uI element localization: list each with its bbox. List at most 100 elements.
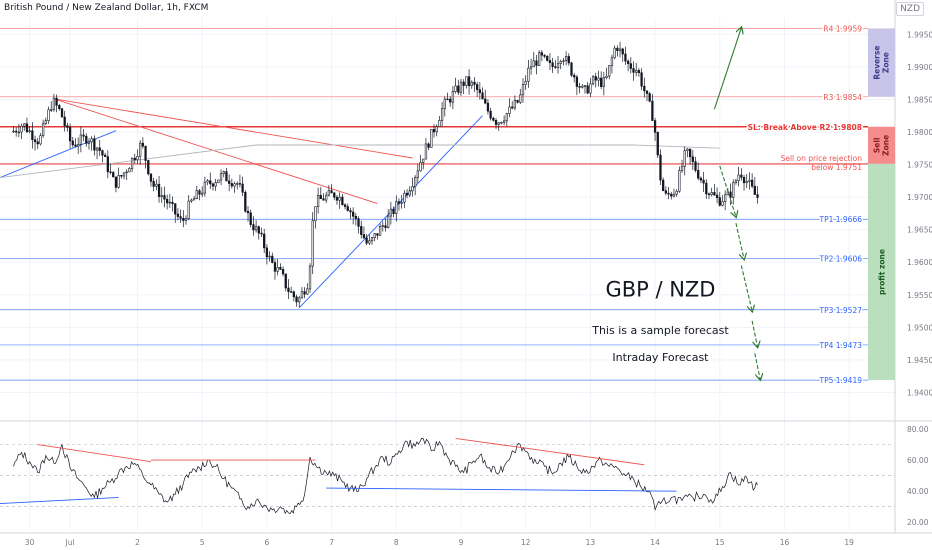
candle-body xyxy=(33,139,37,143)
candle-body xyxy=(583,85,587,87)
candle-body xyxy=(225,171,228,182)
candle-body xyxy=(505,113,508,122)
candle-body xyxy=(535,60,538,66)
candle-body xyxy=(591,76,595,85)
osc-trendline xyxy=(0,496,119,505)
candle-body xyxy=(737,174,740,182)
candle-body xyxy=(446,98,449,101)
candle-body xyxy=(594,76,597,81)
candle-body xyxy=(82,134,85,137)
candle-body xyxy=(519,94,522,103)
time-axis[interactable]: 30 Jul 2 5 6 7 8 9 12 13 14 15 16 19 xyxy=(25,538,854,547)
candle-body xyxy=(497,122,500,125)
candle-body xyxy=(710,192,713,196)
time-tick-label: Jul xyxy=(65,538,75,547)
candle-body xyxy=(120,175,123,177)
level-label: R3 1.9854 xyxy=(823,93,862,102)
candle-body xyxy=(230,183,233,187)
candle-body xyxy=(176,213,180,217)
candle-body xyxy=(613,47,616,59)
candle-body xyxy=(219,173,223,181)
annotation-text: This is a sample forecast xyxy=(591,324,729,337)
osc-trendline xyxy=(37,444,152,463)
candle-body xyxy=(740,174,743,178)
candle-body xyxy=(163,195,166,200)
candle-body xyxy=(128,168,131,173)
price-axis[interactable]: 1.94000 1.94500 1.95000 1.95500 1.96000 1.965… xyxy=(907,30,932,397)
time-tick-label: 14 xyxy=(650,538,660,547)
time-tick-label: 15 xyxy=(715,538,725,547)
candle-body xyxy=(279,267,282,270)
candle-body xyxy=(77,144,80,147)
candle-body xyxy=(419,162,422,172)
candle-body xyxy=(416,170,419,178)
candle-body xyxy=(608,65,611,77)
candle-body xyxy=(694,161,697,171)
arrows-layer xyxy=(713,28,760,380)
candle-body xyxy=(368,240,371,244)
candle-body xyxy=(139,142,142,157)
candle-body xyxy=(168,201,171,204)
candle-body xyxy=(602,77,605,87)
candle-body xyxy=(645,90,649,94)
currency-badge[interactable]: NZD xyxy=(896,2,924,16)
candle-body xyxy=(459,81,463,93)
candle-body xyxy=(680,166,684,171)
candle-body xyxy=(605,75,608,78)
candle-body xyxy=(117,175,120,188)
time-tick-label: 12 xyxy=(521,538,531,547)
candle-body xyxy=(217,179,220,183)
candle-body xyxy=(228,180,231,184)
candle-body xyxy=(756,194,759,198)
candle-body xyxy=(41,123,45,136)
candle-body xyxy=(236,183,239,185)
price-tick-label: 1.95000 xyxy=(907,323,932,332)
candle-body xyxy=(589,83,592,94)
candle-body xyxy=(74,144,77,147)
candle-body xyxy=(209,180,212,185)
candle-body xyxy=(362,234,366,239)
candle-body xyxy=(125,171,128,174)
candle-body xyxy=(338,196,341,201)
time-tick-label: 13 xyxy=(586,538,596,547)
candle-body xyxy=(451,91,455,103)
candle-body xyxy=(85,135,88,144)
oscillator-line xyxy=(13,437,758,515)
price-tick-label: 1.97500 xyxy=(907,161,932,170)
candle-body xyxy=(449,98,452,103)
candle-body xyxy=(478,89,481,94)
candle-body xyxy=(174,203,177,215)
candle-body xyxy=(575,76,579,87)
candle-body xyxy=(476,84,479,90)
candle-body xyxy=(360,226,363,235)
candle-body xyxy=(395,201,398,215)
candle-body xyxy=(238,183,242,185)
price-tick-label: 1.95500 xyxy=(907,291,932,300)
candle-body xyxy=(397,201,401,204)
candle-body xyxy=(47,109,50,121)
candle-body xyxy=(624,53,627,62)
candle-body xyxy=(284,273,287,289)
candle-body xyxy=(333,192,336,198)
time-tick-label: 2 xyxy=(135,538,140,547)
zone-label: SellZone xyxy=(873,135,891,156)
candle-body xyxy=(254,226,258,231)
candle-body xyxy=(424,143,428,160)
forecast-arrow xyxy=(713,28,741,110)
oscillator-pane: 20.00 40.00 60.00 80.00 xyxy=(0,425,929,527)
candle-body xyxy=(66,125,69,128)
candle-body xyxy=(707,193,711,196)
candle-body xyxy=(551,62,554,67)
candle-body xyxy=(15,130,18,133)
candle-body xyxy=(554,66,557,68)
candle-body xyxy=(715,194,719,198)
candle-body xyxy=(678,170,681,192)
level-label: TP5 1.9419 xyxy=(818,376,862,385)
candle-body xyxy=(106,156,109,173)
candle-body xyxy=(581,85,584,88)
candle-body xyxy=(306,288,309,295)
candle-body xyxy=(697,170,700,179)
candle-body xyxy=(621,48,624,55)
candle-body xyxy=(263,233,266,249)
candle-body xyxy=(44,120,47,125)
